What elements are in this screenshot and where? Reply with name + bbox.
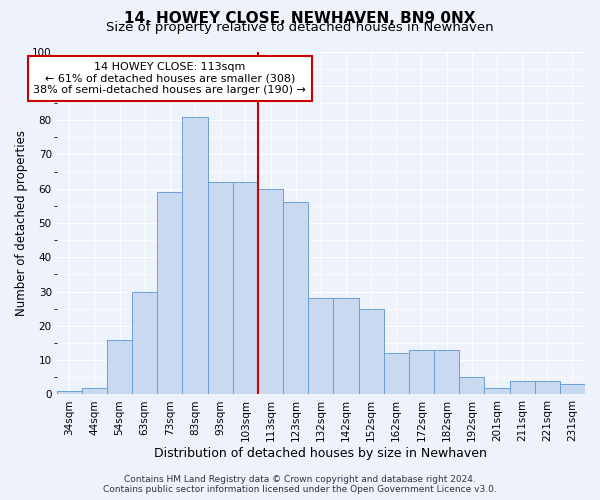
Bar (82, 388, 107, 394)
Text: 14 HOWEY CLOSE: 113sqm
← 61% of detached houses are smaller (308)
38% of semi-de: 14 HOWEY CLOSE: 113sqm ← 61% of detached… (34, 62, 307, 95)
Bar (384, 354, 409, 395)
Bar (157, 192, 182, 394)
Bar (132, 292, 157, 395)
X-axis label: Distribution of detached houses by size in Newhaven: Distribution of detached houses by size … (154, 447, 487, 460)
Bar (56, 391, 82, 394)
Bar (459, 378, 484, 394)
Bar (308, 298, 334, 394)
Bar (535, 380, 560, 394)
Text: Size of property relative to detached houses in Newhaven: Size of property relative to detached ho… (106, 21, 494, 34)
Bar (233, 182, 258, 394)
Bar (258, 188, 283, 394)
Bar (484, 388, 509, 394)
Bar (283, 202, 308, 394)
Bar (409, 350, 434, 395)
Bar (359, 308, 384, 394)
Bar (107, 340, 132, 394)
Bar (434, 350, 459, 395)
Bar (560, 384, 585, 394)
Text: 14, HOWEY CLOSE, NEWHAVEN, BN9 0NX: 14, HOWEY CLOSE, NEWHAVEN, BN9 0NX (124, 11, 476, 26)
Bar (182, 116, 208, 394)
Text: Contains HM Land Registry data © Crown copyright and database right 2024.
Contai: Contains HM Land Registry data © Crown c… (103, 474, 497, 494)
Bar (334, 298, 359, 394)
Y-axis label: Number of detached properties: Number of detached properties (15, 130, 28, 316)
Bar (208, 182, 233, 394)
Bar (509, 380, 535, 394)
